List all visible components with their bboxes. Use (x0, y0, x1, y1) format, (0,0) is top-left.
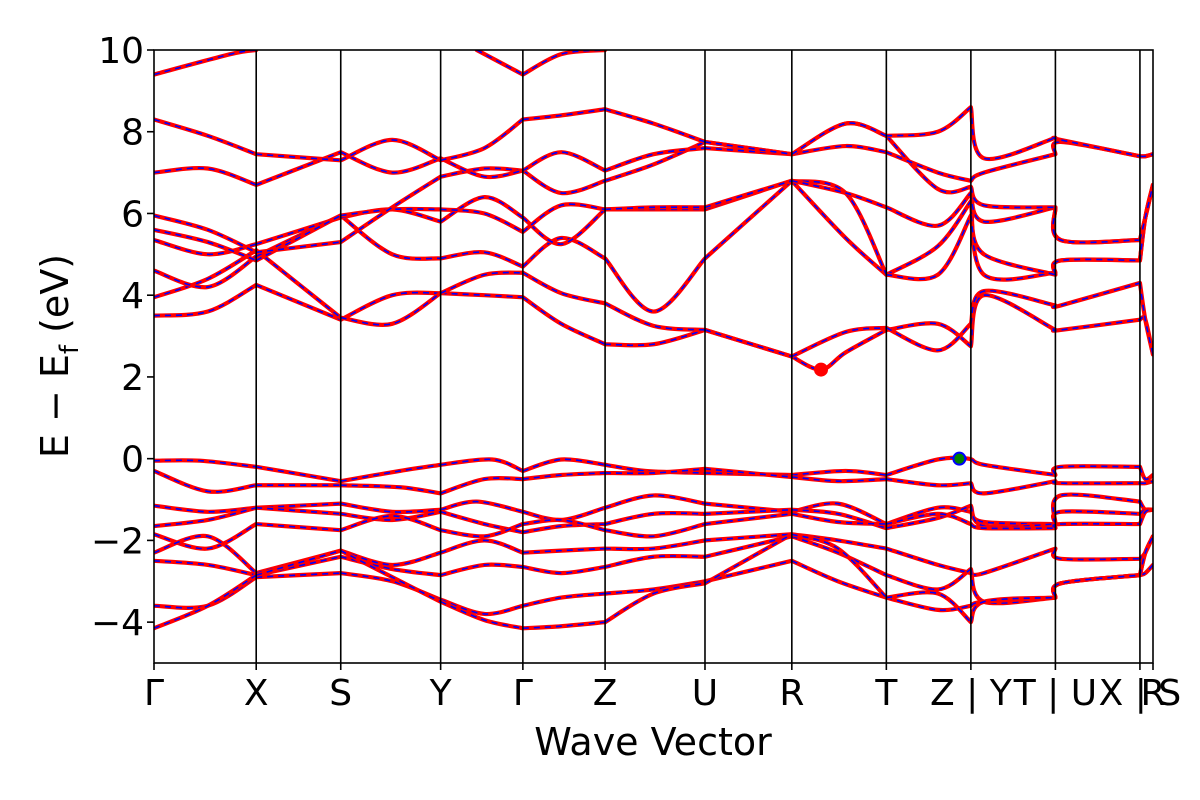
vbm-marker (952, 451, 967, 466)
band-overlay-15 (154, 141, 1153, 186)
x-axis-label: Wave Vector (534, 720, 772, 764)
y-tick-label-6: 8 (121, 113, 144, 154)
x-tick-label-11: X | S (1099, 673, 1182, 714)
y-tick-label-1: −2 (91, 521, 144, 562)
band-overlay-4 (154, 508, 1153, 550)
band-overlay-8 (154, 533, 1153, 630)
plot-area (154, 50, 1153, 631)
x-tick-label-6: U (692, 673, 718, 714)
y-tick-label-5: 6 (121, 194, 144, 235)
x-tick-label-1: X (244, 673, 269, 714)
band-line-5 (154, 532, 1153, 577)
y-axis-label-unit: (eV) (33, 254, 77, 345)
band-line-18 (474, 50, 608, 77)
y-axis-label: E − Ef (eV) (33, 254, 85, 458)
x-tick-label-12: R (1140, 673, 1165, 714)
y-tick-label-0: −4 (91, 603, 144, 644)
y-axis-label-subscript: f (55, 344, 85, 354)
x-tick-label-9: Z | Y (930, 673, 1013, 714)
band-overlay-5 (154, 533, 1153, 576)
cbm-marker (814, 362, 829, 377)
y-tick-label-3: 2 (121, 358, 144, 399)
x-tick-label-10: T | U (1013, 673, 1097, 714)
x-tick-label-8: T (874, 673, 898, 714)
band-overlay-14 (154, 122, 1153, 254)
x-tick-label-2: S (329, 673, 352, 714)
band-overlay-0 (154, 456, 1153, 482)
x-tick-label-4: Γ (513, 673, 533, 714)
y-tick-label-4: 4 (121, 276, 144, 317)
band-overlay-16 (154, 106, 1153, 162)
plot-frame (153, 49, 1154, 664)
band-overlay-10 (154, 249, 1153, 358)
y-axis-label-main: E − E (33, 354, 77, 458)
x-tick-label-7: R (779, 673, 804, 714)
y-tick-label-7: 10 (98, 31, 144, 72)
y-tick-label-2: 0 (121, 440, 144, 481)
svg-text:E − Ef (eV): E − Ef (eV) (33, 254, 85, 458)
x-tick-label-5: Z (593, 673, 618, 714)
band-lines (154, 50, 1153, 631)
band-line-0 (154, 455, 1153, 484)
band-overlay-1 (154, 468, 1153, 495)
band-overlay-12 (154, 179, 1153, 280)
x-tick-label-0: Γ (144, 673, 164, 714)
x-tick-label-3: Y (429, 673, 453, 714)
